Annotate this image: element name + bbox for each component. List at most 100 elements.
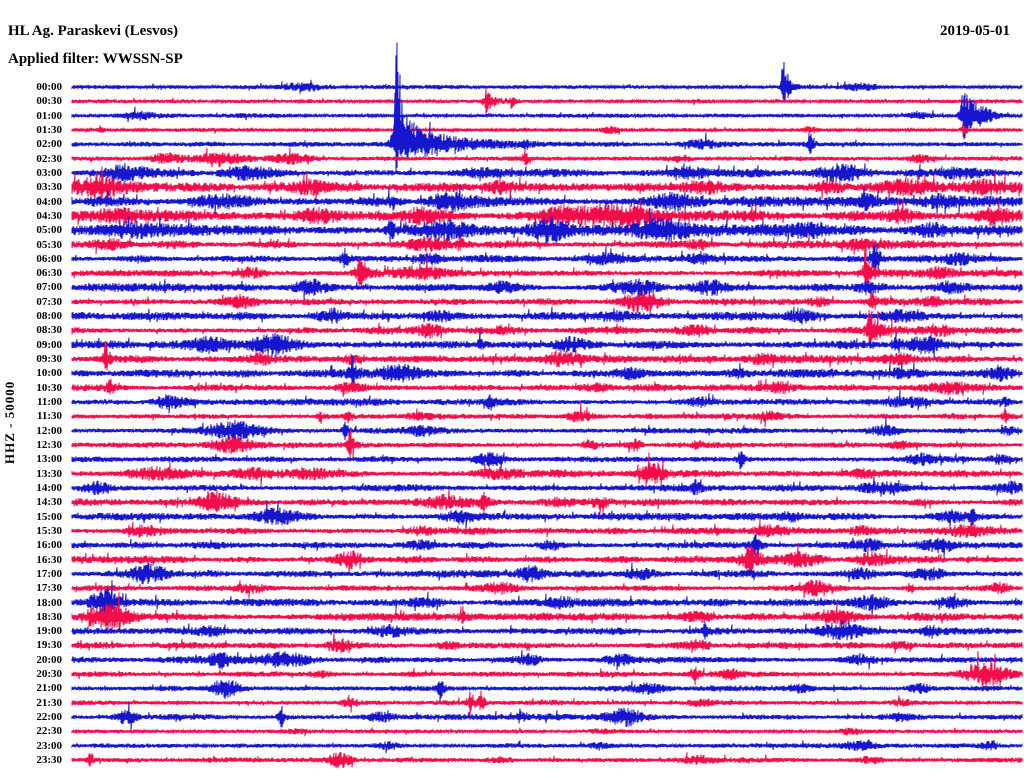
time-label-19:00: 19:00 [36,625,62,638]
trace-row-01:00 [71,93,1023,140]
time-label-20:30: 20:30 [36,668,62,681]
time-label-04:30: 04:30 [36,209,62,222]
time-label-11:30: 11:30 [36,410,62,423]
time-label-00:00: 00:00 [36,81,62,93]
filter-label: Applied filter: WWSSN-SP [8,51,183,67]
time-label-16:30: 16:30 [36,553,62,566]
trace-row-04:30 [71,199,1023,228]
time-label-16:00: 16:00 [36,539,62,552]
trace-row-19:30 [71,632,1023,654]
trace-row-17:30 [71,579,1023,599]
time-label-23:30: 23:30 [36,754,62,767]
trace-row-02:00 [71,42,1023,174]
trace-row-22:00 [71,701,1023,731]
trace-row-21:30 [71,690,1023,716]
time-label-11:00: 11:00 [36,396,62,409]
trace-row-08:30 [71,309,1023,346]
trace-row-20:00 [71,650,1023,671]
time-label-19:30: 19:30 [36,639,62,652]
trace-row-20:30 [71,650,1023,688]
time-label-09:30: 09:30 [36,353,62,366]
trace-row-05:00 [71,207,1023,244]
time-label-17:30: 17:30 [36,582,62,595]
time-label-02:00: 02:00 [36,138,62,151]
time-label-13:00: 13:00 [36,453,62,466]
trace-row-16:00 [71,532,1023,558]
time-label-07:00: 07:00 [36,281,62,294]
trace-row-02:30 [71,147,1023,168]
time-label-05:00: 05:00 [36,224,62,237]
time-label-22:30: 22:30 [36,725,62,738]
trace-row-18:00 [71,580,1023,619]
time-label-10:30: 10:30 [36,381,62,394]
trace-row-11:00 [71,389,1023,414]
trace-row-13:30 [71,452,1023,488]
time-label-22:00: 22:00 [36,711,62,724]
time-label-03:30: 03:30 [36,181,62,194]
trace-row-17:00 [71,562,1023,585]
time-label-14:30: 14:30 [36,496,62,509]
time-label-07:30: 07:30 [36,295,62,308]
time-label-21:00: 21:00 [36,682,62,695]
time-label-00:30: 00:30 [36,95,62,108]
time-label-23:00: 23:00 [36,739,62,752]
trace-row-12:00 [71,416,1023,442]
trace-row-11:30 [71,401,1023,428]
time-label-09:00: 09:00 [36,338,62,351]
time-label-05:30: 05:30 [36,238,62,251]
time-label-01:00: 01:00 [36,109,62,122]
trace-row-00:30 [71,87,1023,115]
time-label-06:30: 06:30 [36,267,62,280]
time-label-03:00: 03:00 [36,166,62,179]
trace-row-15:00 [71,500,1023,530]
trace-row-13:00 [71,451,1023,470]
trace-row-03:00 [71,163,1023,186]
time-label-15:00: 15:00 [36,510,62,523]
time-label-02:30: 02:30 [36,152,62,165]
date-label: 2019-05-01 [940,23,1010,39]
time-label-21:30: 21:30 [36,696,62,709]
time-label-12:00: 12:00 [36,424,62,437]
time-label-14:00: 14:00 [36,481,62,494]
trace-row-05:30 [71,235,1023,255]
trace-row-14:30 [71,489,1023,515]
trace-row-10:30 [71,378,1023,397]
trace-row-18:30 [71,592,1023,631]
trace-row-07:30 [71,292,1023,316]
time-label-18:30: 18:30 [36,610,62,623]
trace-row-07:00 [71,278,1023,302]
trace-row-06:30 [71,242,1023,296]
time-label-08:30: 08:30 [36,324,62,337]
time-label-13:30: 13:30 [36,467,62,480]
trace-row-08:00 [71,306,1023,325]
trace-row-09:00 [71,329,1023,358]
trace-row-23:00 [71,739,1023,754]
trace-row-15:30 [71,519,1023,539]
trace-row-09:30 [71,341,1023,371]
trace-row-01:30 [71,123,1023,137]
trace-row-10:00 [71,354,1023,389]
time-label-20:00: 20:00 [36,653,62,666]
station-title: HL Ag. Paraskevi (Lesvos) [8,23,179,39]
trace-row-00:00 [71,61,1023,101]
trace-row-14:00 [71,476,1023,497]
time-label-15:30: 15:30 [36,524,62,537]
trace-row-16:30 [71,543,1023,575]
time-label-18:00: 18:00 [36,596,62,609]
time-label-17:00: 17:00 [36,567,62,580]
trace-row-06:00 [71,244,1023,280]
time-label-08:00: 08:00 [36,310,62,323]
trace-row-19:00 [71,620,1023,641]
time-label-10:00: 10:00 [36,367,62,380]
trace-row-12:30 [71,429,1023,461]
trace-row-21:00 [71,680,1023,702]
trace-row-23:30 [71,751,1023,769]
trace-row-22:30 [71,727,1023,737]
trace-row-03:30 [71,166,1023,206]
trace-row-04:00 [71,183,1023,217]
time-label-04:00: 04:00 [36,195,62,208]
time-label-06:00: 06:00 [36,252,62,265]
time-label-01:30: 01:30 [36,123,62,136]
time-label-12:30: 12:30 [36,439,62,451]
